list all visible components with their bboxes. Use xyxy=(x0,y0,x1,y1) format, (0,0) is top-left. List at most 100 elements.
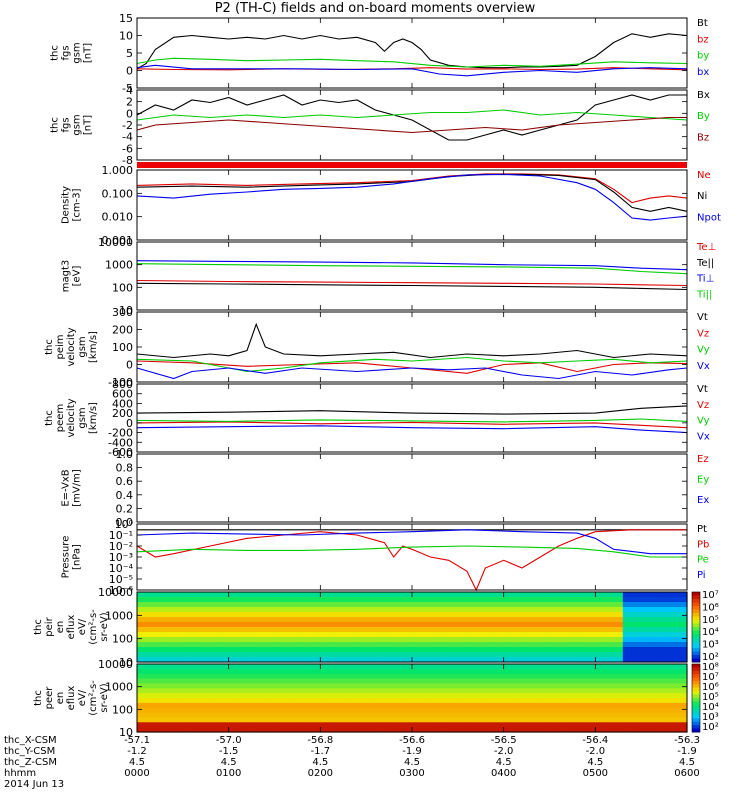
heatmap-cell xyxy=(311,678,321,685)
heatmap-cell xyxy=(586,673,596,680)
heatmap-cell xyxy=(485,622,496,628)
heatmap-cell xyxy=(283,657,294,663)
heatmap-cell xyxy=(677,657,688,663)
heatmap-cell xyxy=(632,612,642,618)
heatmap-cell xyxy=(622,683,633,689)
heatmap-cell xyxy=(540,652,551,658)
heatmap-cell xyxy=(659,597,670,603)
heatmap-cell xyxy=(549,727,560,733)
heatmap-cell xyxy=(577,727,587,733)
heatmap-cell xyxy=(613,622,624,628)
heatmap-cell xyxy=(659,664,670,670)
heatmap-cell xyxy=(430,693,441,699)
heatmap-cell xyxy=(558,683,569,689)
heatmap-cell xyxy=(219,678,230,685)
heatmap-cell xyxy=(283,727,294,733)
heatmap-cell xyxy=(366,642,376,648)
heatmap-cell xyxy=(347,627,358,633)
heatmap-cell xyxy=(274,612,285,618)
heatmap-cell xyxy=(531,664,541,670)
heatmap-cell xyxy=(155,722,166,728)
heatmap-cell xyxy=(668,607,679,613)
x-axis-row-value: 0100 xyxy=(216,768,241,779)
heatmap-cell xyxy=(659,668,670,675)
heatmap-cell xyxy=(393,688,404,694)
heatmap-cell xyxy=(659,632,670,638)
heatmap-cell xyxy=(375,647,386,653)
heatmap-cell xyxy=(219,592,230,598)
heatmap-cell xyxy=(173,622,184,628)
heatmap-cell xyxy=(228,722,239,728)
heatmap-cell xyxy=(237,712,248,719)
heatmap-cell xyxy=(182,717,193,723)
heatmap-cell xyxy=(540,727,551,733)
heatmap-cell xyxy=(641,642,651,648)
series-line-Vt xyxy=(136,405,688,415)
heatmap-cell xyxy=(641,632,651,638)
heatmap-cell xyxy=(650,657,661,663)
heatmap-cell xyxy=(558,693,569,699)
heatmap-cell xyxy=(366,712,376,719)
heatmap-cell xyxy=(467,632,477,638)
heatmap-cell xyxy=(549,602,560,608)
heatmap-cell xyxy=(329,673,340,680)
heatmap-cell xyxy=(485,602,496,608)
heatmap-cell xyxy=(347,612,358,618)
heatmap-cell xyxy=(292,722,303,728)
heatmap-cell xyxy=(137,698,147,704)
legend-entry: Bt xyxy=(697,18,708,29)
heatmap-cell xyxy=(512,642,523,648)
heatmap-cell xyxy=(439,617,450,623)
heatmap-cell xyxy=(604,612,615,618)
heatmap-cell xyxy=(549,622,560,628)
heatmap-cell xyxy=(210,698,221,704)
heatmap-cell xyxy=(393,702,404,709)
heatmap-cell xyxy=(439,602,450,608)
heatmap-cell xyxy=(274,597,285,603)
heatmap-cell xyxy=(632,607,642,613)
heatmap-cell xyxy=(173,637,184,643)
y-tick-label: 1.000 xyxy=(102,164,134,177)
y-tick-label: 100 xyxy=(112,281,133,294)
y-tick-label: 1.0 xyxy=(116,448,134,461)
heatmap-cell xyxy=(201,717,211,723)
heatmap-cell xyxy=(494,707,505,714)
heatmap-cell xyxy=(274,707,285,714)
x-axis-row-value: -2.0 xyxy=(586,746,606,757)
heatmap-cell xyxy=(677,612,688,618)
heatmap-cell xyxy=(540,657,551,663)
heatmap-cell xyxy=(219,673,230,680)
heatmap-cell xyxy=(476,668,486,675)
heatmap-cell xyxy=(494,597,505,603)
heatmap-cell xyxy=(384,627,395,633)
heatmap-cell xyxy=(347,602,358,608)
heatmap-cell xyxy=(256,712,266,719)
heatmap-cell xyxy=(338,632,349,638)
heatmap-cell xyxy=(457,688,468,694)
heatmap-cell xyxy=(256,622,266,628)
heatmap-cell xyxy=(338,717,349,723)
heatmap-cell xyxy=(265,698,276,704)
heatmap-cell xyxy=(494,617,505,623)
colorbar-segment xyxy=(692,694,700,699)
heatmap-cell xyxy=(586,607,596,613)
x-axis-row-label: thc_Y-CSM xyxy=(4,746,55,757)
heatmap-cell xyxy=(192,612,202,618)
heatmap-cell xyxy=(494,642,505,648)
heatmap-cell xyxy=(549,657,560,663)
heatmap-cell xyxy=(173,627,184,633)
heatmap-cell xyxy=(237,702,248,709)
heatmap-cell xyxy=(595,727,606,733)
heatmap-cell xyxy=(567,678,578,685)
heatmap-cell xyxy=(613,673,624,680)
heatmap-cell xyxy=(577,717,587,723)
heatmap-cell xyxy=(265,668,276,675)
heatmap-cell xyxy=(677,722,688,728)
heatmap-cell xyxy=(274,702,285,709)
heatmap-cell xyxy=(522,688,532,694)
heatmap-cell xyxy=(302,717,312,723)
y-tick-label: -4 xyxy=(122,131,133,144)
heatmap-cell xyxy=(632,712,642,719)
heatmap-cell xyxy=(448,657,459,663)
heatmap-cell xyxy=(668,592,679,598)
